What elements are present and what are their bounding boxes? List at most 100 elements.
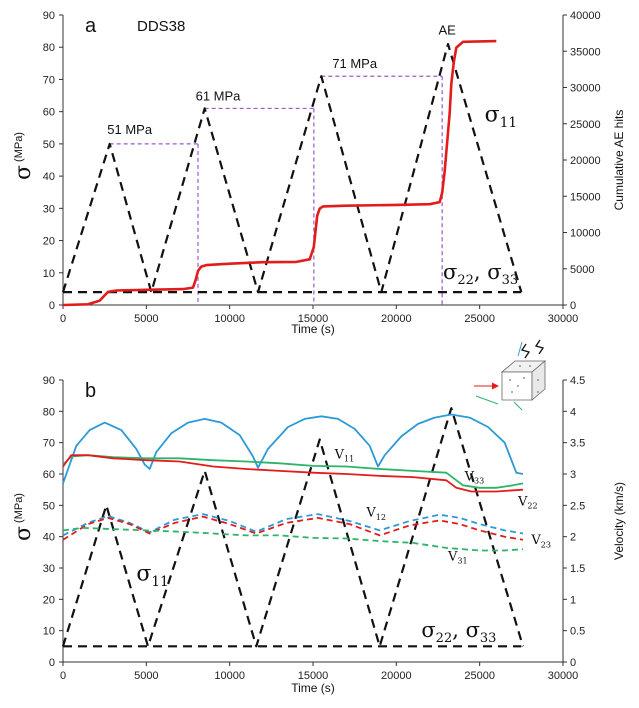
cube-sensor-dot	[517, 385, 519, 387]
y2-tick-label: 40000	[570, 10, 601, 22]
wave-arrow-icon	[513, 401, 523, 411]
y2-tick-label: 2	[570, 532, 576, 544]
y2-tick-label: 25000	[570, 119, 601, 131]
y-tick-label: 50	[43, 139, 55, 151]
panel-b: 0 5000 10000 15000 20000 25000 300000102030405…	[11, 375, 626, 695]
series-v23-line	[62, 515, 524, 541]
sigma22-33-label: σ22, σ33	[421, 618, 496, 646]
x-tick-label: 30000	[548, 670, 579, 682]
sample-cube-inset	[474, 339, 547, 411]
series-v33-line	[62, 454, 524, 489]
x-tick-label: 20000	[381, 313, 412, 325]
x-tick-label: 0	[60, 670, 66, 682]
wave-arrow-icon	[475, 395, 499, 405]
x-tick-label: 10000	[214, 313, 245, 325]
peak-label: 51 MPa	[107, 122, 153, 137]
series-v31-line	[62, 527, 524, 552]
y-tick-label: 40	[43, 171, 55, 183]
x-tick-label: 5000	[134, 670, 158, 682]
y-tick-label: 10	[43, 268, 55, 280]
y-tick-label: 50	[43, 500, 55, 512]
y2-tick-label: 3.5	[570, 438, 585, 450]
y-tick-label: 20	[43, 236, 55, 248]
y2-tick-label: 2.5	[570, 500, 585, 512]
x-tick-label: 25000	[464, 313, 495, 325]
x-tick-label: 10000	[214, 670, 245, 682]
panel-letter: a	[85, 15, 97, 37]
panel-letter: b	[85, 380, 96, 402]
cube-sensor-dot	[519, 365, 521, 367]
y-tick-label: 90	[43, 375, 55, 387]
series-v22-line	[62, 454, 524, 493]
sample-label: DDS38	[137, 18, 185, 35]
y-tick-label: 90	[43, 10, 55, 22]
y2-tick-label: 0	[570, 657, 576, 669]
series-s11-line	[61, 407, 525, 648]
series-label-v22: V22	[517, 494, 538, 510]
y2-tick-label: 15000	[570, 191, 601, 203]
y2-tick-label: 1	[570, 594, 576, 606]
cube-front-face	[501, 371, 533, 401]
y2-tick-label: 35000	[570, 46, 601, 58]
y-tick-label: 80	[43, 406, 55, 418]
x-axis-label: Time (s)	[291, 322, 335, 336]
series-v12-line	[62, 513, 524, 537]
panel-a: 0 5000 10000 15000 20000 25000 300000102030405…	[11, 10, 626, 336]
source-zigzag-icon	[534, 339, 545, 355]
x-tick-label: 0	[60, 313, 66, 325]
y2-tick-label: 0.5	[570, 626, 585, 638]
x-tick-label: 25000	[464, 670, 495, 682]
y-tick-label: 40	[43, 532, 55, 544]
series-ae-line	[62, 39, 497, 307]
y2-tick-label: 30000	[570, 83, 601, 95]
y-axis-label: σ(MPa)	[11, 493, 36, 541]
x-tick-label: 30000	[548, 313, 579, 325]
sigma22-33-label: σ22, σ33	[443, 260, 518, 288]
series-label-v12: V12	[365, 506, 386, 522]
peak-label: 61 MPa	[196, 88, 242, 103]
y-tick-label: 0	[49, 300, 55, 312]
y-tick-label: 70	[43, 438, 55, 450]
peak-label: 71 MPa	[332, 56, 378, 71]
y-tick-label: 20	[43, 594, 55, 606]
sigma11-label: σ11	[485, 102, 517, 131]
cube-sensor-dot	[537, 379, 539, 381]
y2-tick-label: 10000	[570, 228, 601, 240]
cube-sensor-dot	[509, 379, 511, 381]
y-tick-label: 70	[43, 74, 55, 86]
y2-tick-label: 0	[570, 300, 576, 312]
sigma11-label: σ11	[136, 562, 168, 591]
series-label-v11: V11	[334, 447, 355, 463]
x-tick-label: 20000	[381, 670, 412, 682]
cube-sensor-dot	[511, 391, 513, 393]
y-tick-label: 30	[43, 203, 55, 215]
y2-tick-label: 3	[570, 469, 576, 481]
x-tick-label: 15000	[298, 313, 329, 325]
y2-tick-label: 20000	[570, 155, 601, 167]
y2-tick-label: 4.5	[570, 375, 585, 387]
wave-arrow-icon	[517, 341, 523, 357]
y-axis-label: σ(MPa)	[11, 132, 36, 180]
ae-label: AE	[438, 23, 456, 38]
series-label-v23: V23	[530, 533, 551, 549]
series-label-v33: V33	[464, 469, 485, 485]
y2-axis-label: Velocity (km/s)	[612, 482, 626, 560]
cube-sensor-dot	[523, 377, 525, 379]
series-label-v31: V31	[447, 549, 468, 565]
cube-sensor-dot	[529, 365, 531, 367]
y2-tick-label: 1.5	[570, 563, 585, 575]
y-tick-label: 0	[49, 657, 55, 669]
y-tick-label: 10	[43, 626, 55, 638]
y-tick-label: 60	[43, 469, 55, 481]
x-tick-label: 5000	[134, 313, 158, 325]
y2-tick-label: 5000	[570, 264, 594, 276]
y-tick-label: 60	[43, 107, 55, 119]
y-tick-label: 30	[43, 563, 55, 575]
y-tick-label: 80	[43, 42, 55, 54]
x-tick-label: 15000	[298, 670, 329, 682]
x-axis-label: Time (s)	[291, 681, 335, 695]
y2-tick-label: 4	[570, 406, 576, 418]
series-v11-line	[62, 413, 524, 484]
cube-sensor-dot	[537, 391, 539, 393]
